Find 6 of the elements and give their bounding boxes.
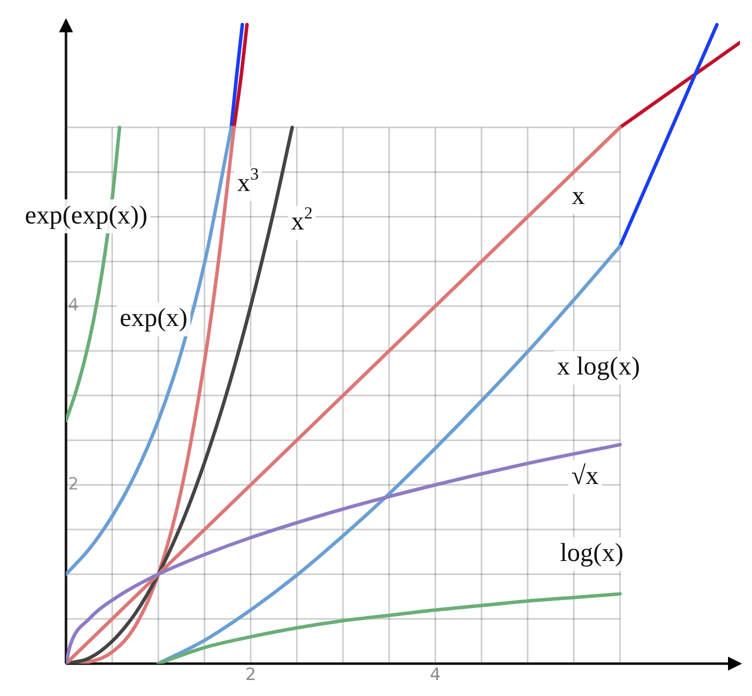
series-label: x log(x) xyxy=(556,351,640,380)
series-label: exp(exp(x)) xyxy=(24,200,148,230)
series-label: x xyxy=(572,180,585,210)
series-label: log(x) xyxy=(560,538,624,568)
series-label: √x xyxy=(571,460,599,490)
series-label: exp(x) xyxy=(120,303,188,332)
